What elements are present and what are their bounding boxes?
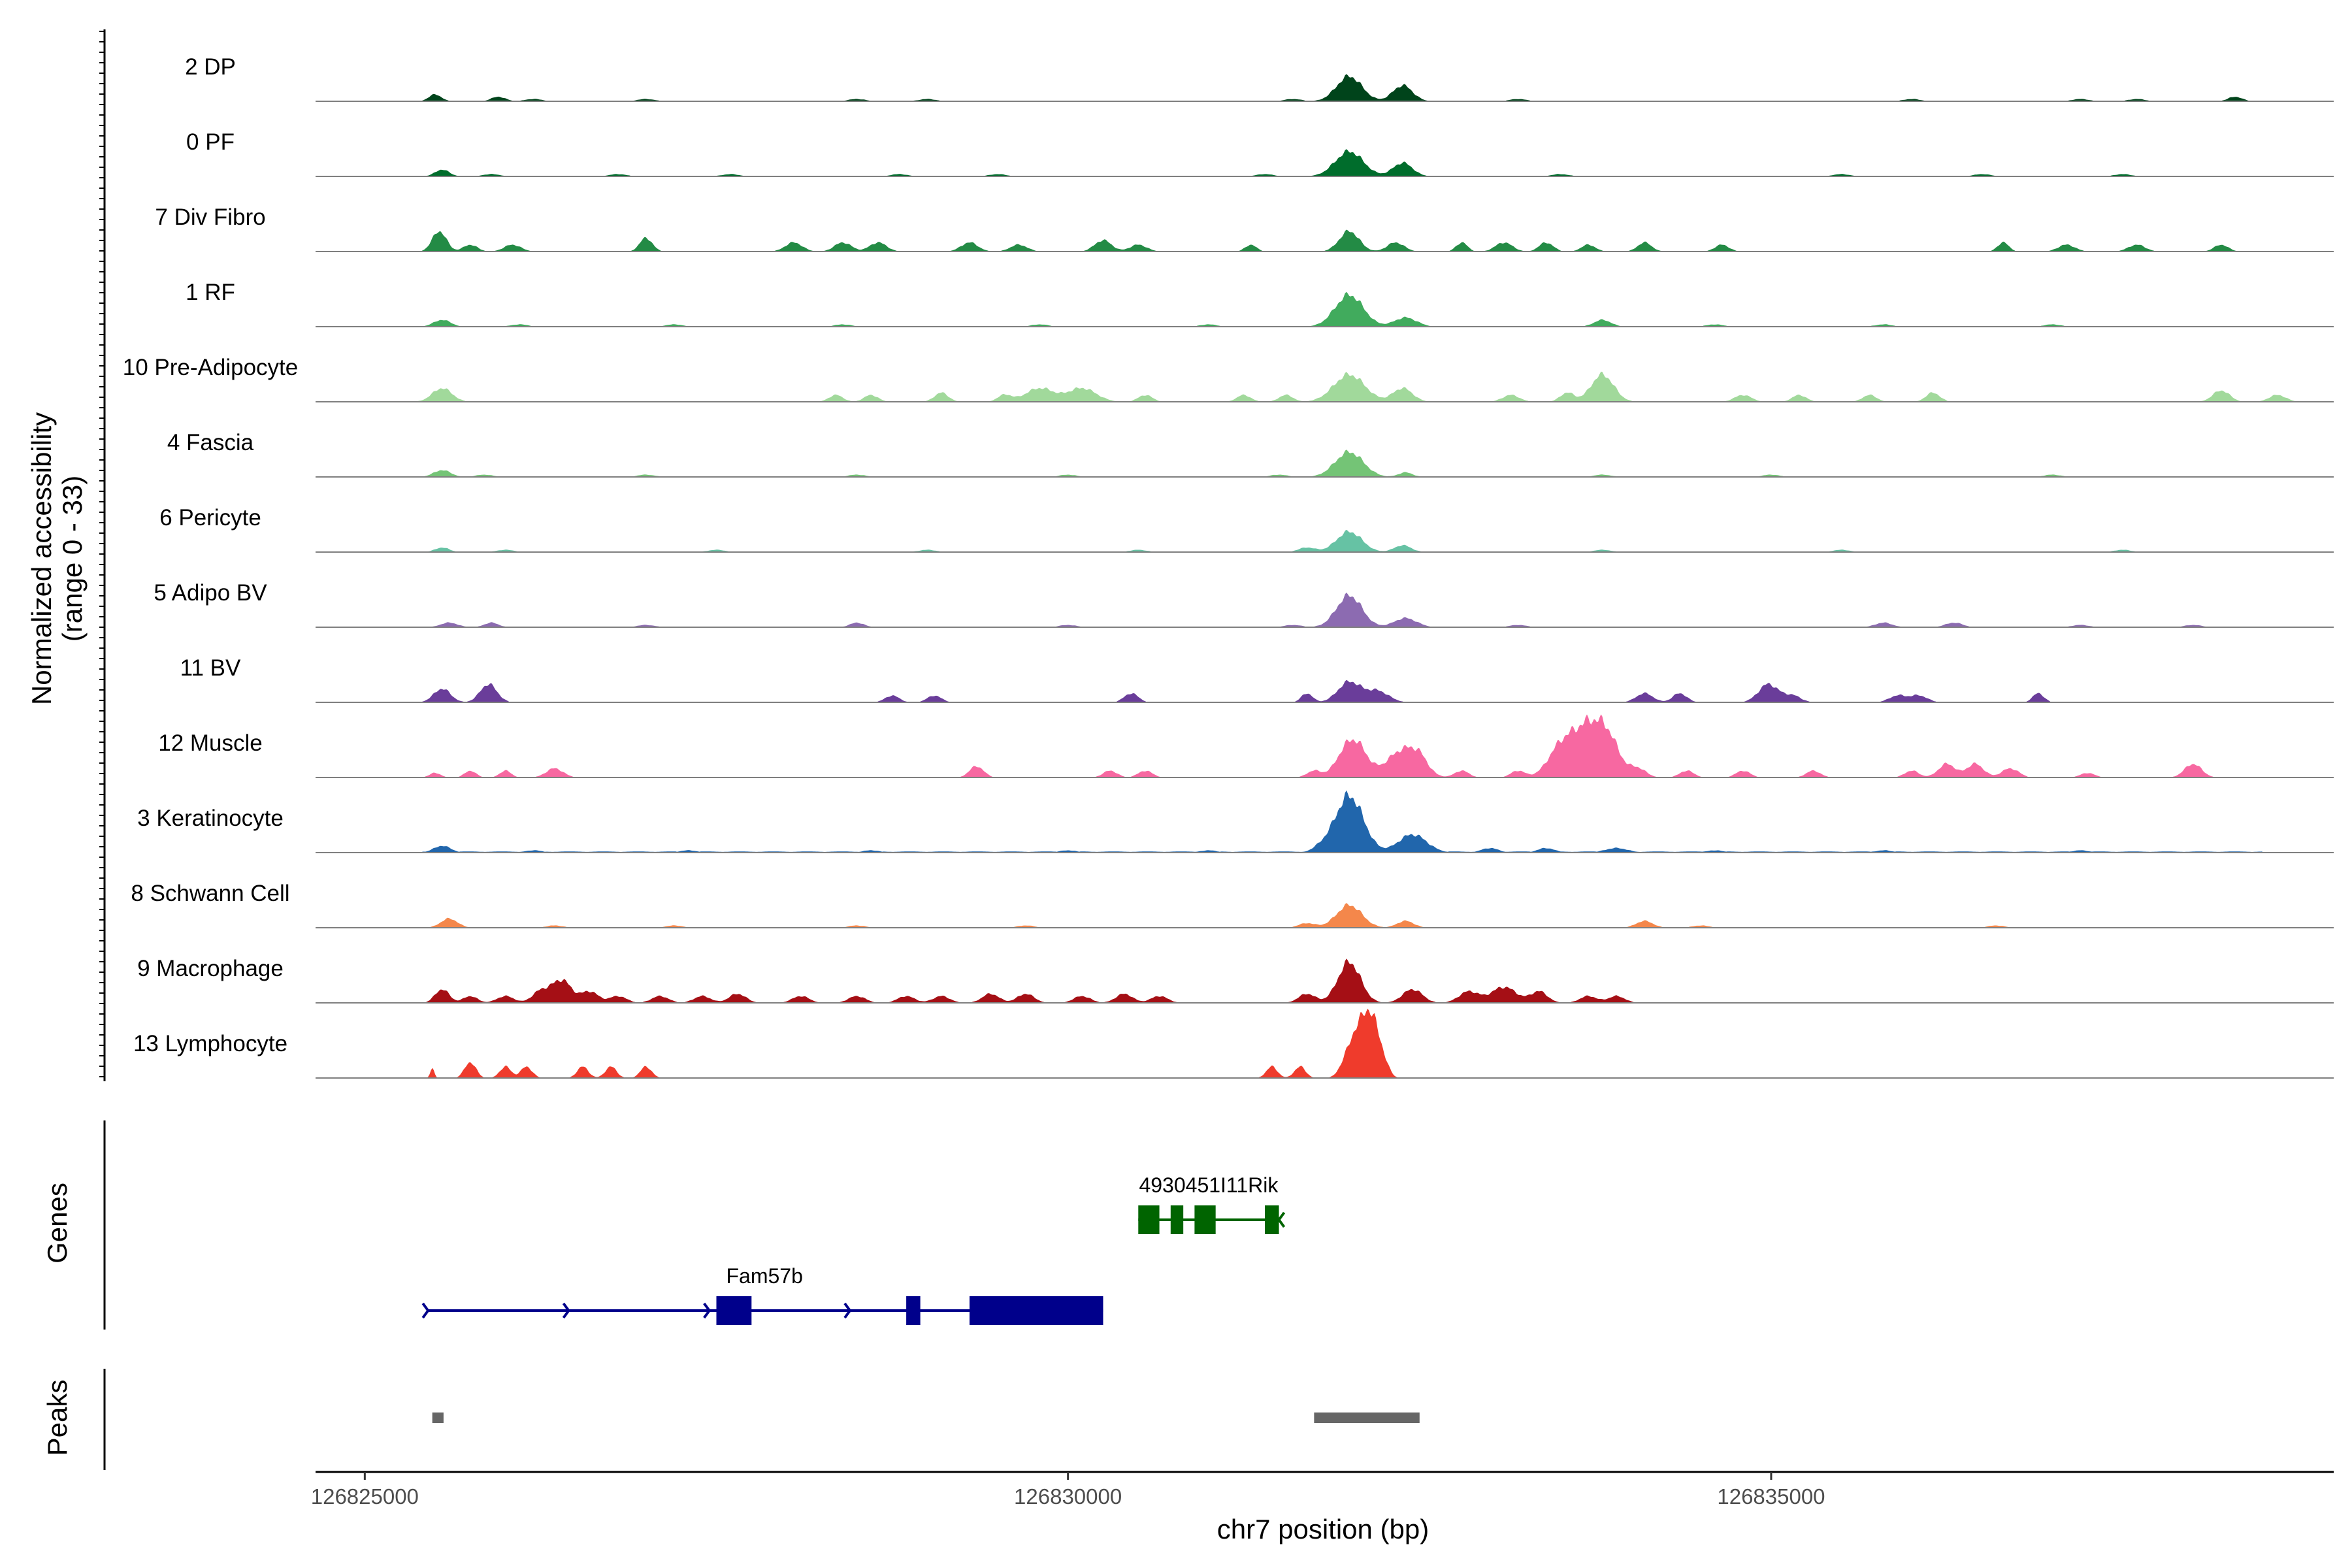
y-axis-title: Normalized accessibility (range 0 - 33) (26, 412, 88, 705)
track: 4 Fascia (167, 430, 2334, 478)
gene-label: Fam57b (726, 1264, 802, 1288)
coverage-area (316, 714, 2334, 777)
track: 12 Muscle (158, 714, 2334, 778)
track-label: 13 Lymphocyte (133, 1031, 287, 1056)
track-label: 2 DP (185, 54, 236, 80)
track-label: 5 Adipo BV (154, 580, 267, 606)
track-label: 0 PF (186, 129, 235, 155)
x-axis: chr7 position (bp) 126825000 126830000 126… (311, 1471, 2334, 1544)
coverage-area (316, 958, 2334, 1003)
track-label: 1 RF (186, 280, 235, 305)
track-label: 10 Pre-Adipocyte (123, 355, 298, 380)
coverage-tracks: 2 DP 0 PF 7 Div Fibro 1 RF 10 Pre-Adipocyte 4… (123, 54, 2334, 1079)
coverage-area (316, 529, 2334, 552)
track: 10 Pre-Adipocyte (123, 355, 2334, 402)
strand-arrow (703, 1302, 711, 1319)
track-label: 9 Macrophage (137, 956, 284, 981)
coverage-area (316, 229, 2334, 252)
strand-arrow (421, 1302, 430, 1319)
track: 1 RF (186, 280, 2334, 327)
peaks-panel: Peaks (42, 1369, 1420, 1470)
track-label: 12 Muscle (158, 730, 263, 756)
coverage-area (316, 790, 2334, 853)
peak-region (432, 1413, 444, 1423)
track: 13 Lymphocyte (133, 1008, 2334, 1079)
exon (1138, 1205, 1160, 1234)
x-tick-label: 126830000 (1014, 1484, 1122, 1509)
track: 2 DP (185, 54, 2334, 102)
track: 0 PF (186, 129, 2334, 177)
coverage-area (316, 1008, 2334, 1078)
peaks-track-title: Peaks (42, 1380, 73, 1456)
track-label: 3 Keratinocyte (137, 806, 284, 831)
y-axis-title-line2: (range 0 - 33) (57, 476, 88, 642)
exon (716, 1296, 752, 1325)
peak-region (1314, 1413, 1420, 1423)
track: 3 Keratinocyte (137, 790, 2334, 853)
exon (1194, 1205, 1216, 1234)
exon (969, 1296, 1103, 1325)
track-label: 11 BV (180, 655, 241, 681)
coverage-area (316, 679, 2334, 702)
genes-track-title: Genes (42, 1183, 73, 1264)
x-axis-title: chr7 position (bp) (1217, 1514, 1429, 1544)
gene: 4930451I11Rik (1138, 1173, 1286, 1234)
track-label: 8 Schwann Cell (131, 881, 289, 906)
strand-arrow (1277, 1211, 1286, 1228)
gene: Fam57b (421, 1264, 1103, 1325)
track: 8 Schwann Cell (131, 881, 2334, 928)
track-label: 7 Div Fibro (155, 204, 265, 230)
coverage-area (316, 291, 2334, 327)
coverage-area (316, 593, 2334, 627)
track: 7 Div Fibro (155, 204, 2334, 252)
y-axis-title-line1: Normalized accessibility (26, 412, 57, 705)
coverage-area (316, 371, 2334, 402)
track: 11 BV (180, 655, 2334, 703)
x-tick-label: 126825000 (311, 1484, 419, 1509)
track: 5 Adipo BV (154, 580, 2334, 628)
coverage-area (316, 449, 2334, 477)
track: 9 Macrophage (137, 956, 2334, 1004)
strand-arrow (843, 1302, 852, 1319)
coverage-area (316, 149, 2334, 176)
exon (1265, 1205, 1279, 1234)
genes-panel: Genes Fam57b 4930451I11Rik (42, 1120, 1286, 1330)
gene-label: 4930451I11Rik (1139, 1173, 1279, 1197)
track-label: 4 Fascia (167, 430, 254, 455)
x-tick-label: 126835000 (1717, 1484, 1825, 1509)
coverage-area (316, 903, 2334, 928)
track-label: 6 Pericyte (159, 505, 261, 531)
track: 6 Pericyte (159, 505, 2334, 553)
strand-arrow (562, 1302, 570, 1319)
exon (906, 1296, 921, 1325)
exon (1170, 1205, 1184, 1234)
coverage-area (316, 74, 2334, 101)
y-axis (99, 29, 106, 1081)
